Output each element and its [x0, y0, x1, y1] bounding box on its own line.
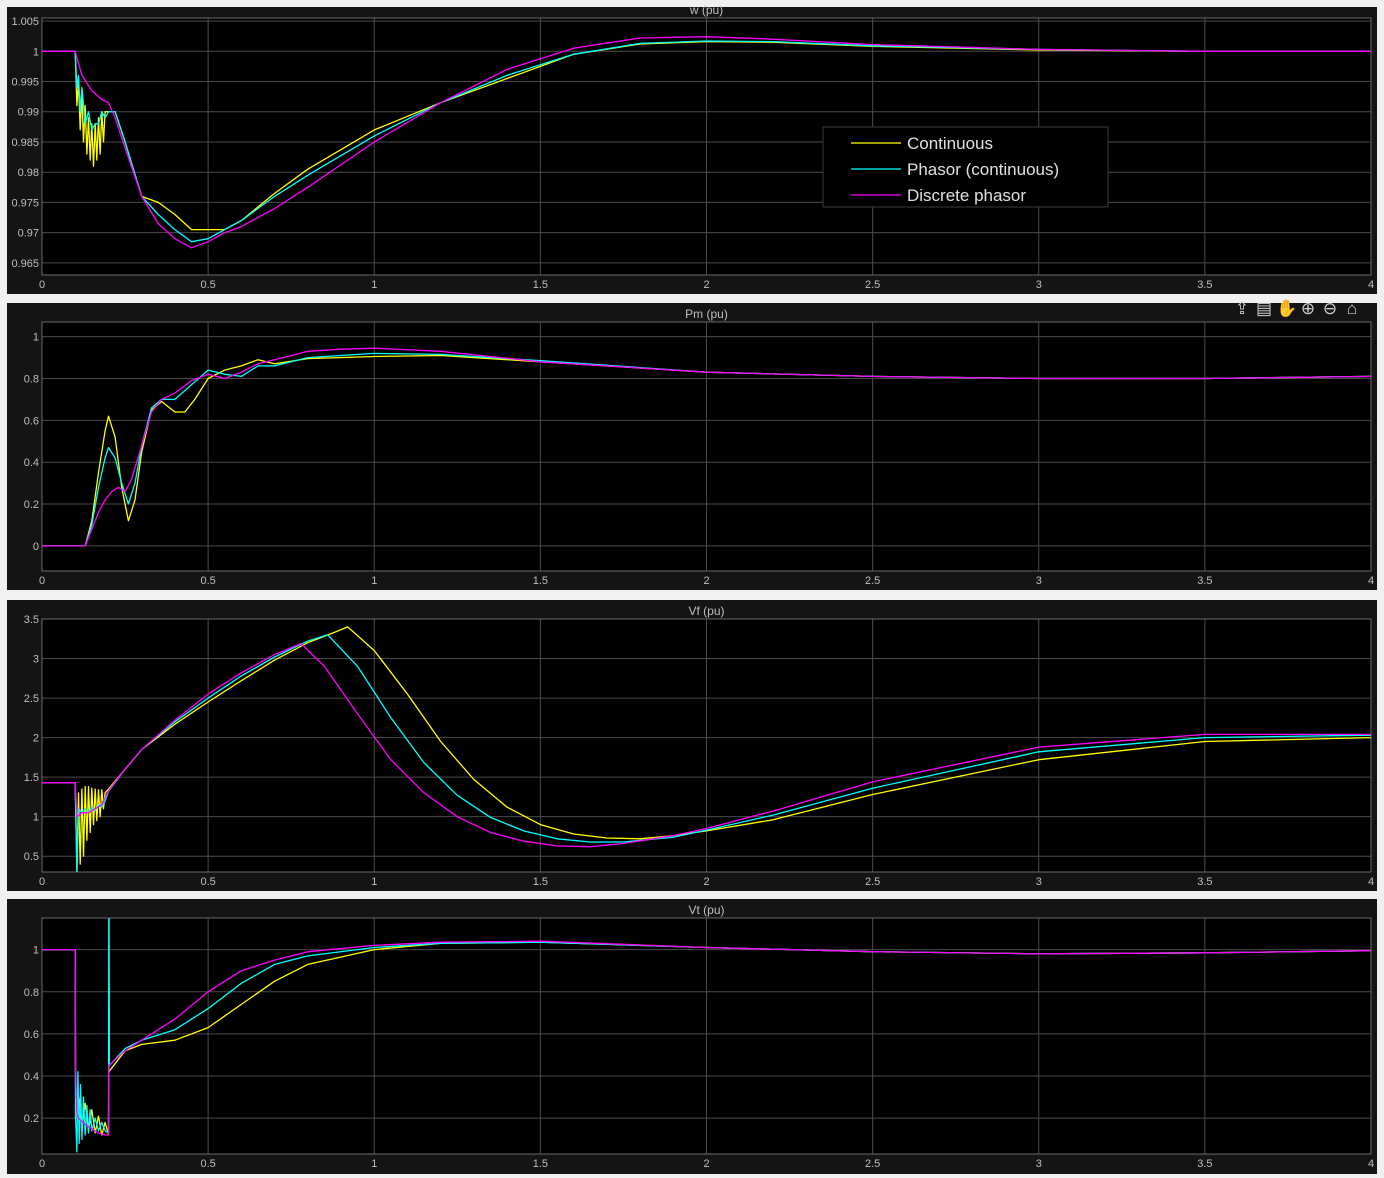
y-tick-label: 0.97 [18, 228, 39, 240]
export-icon[interactable]: ⇪ [1234, 299, 1250, 318]
y-tick-label: 1 [33, 812, 39, 824]
pan-hand-icon[interactable]: ✋ [1276, 299, 1298, 318]
y-tick-label: 0.6 [24, 1029, 39, 1041]
x-tick-label: 1.5 [533, 876, 548, 888]
x-tick-label: 2 [703, 1158, 709, 1170]
legend-box [822, 126, 1109, 208]
y-tick-label: 0.995 [11, 76, 39, 88]
x-tick-label: 1 [371, 876, 377, 888]
x-tick-label: 4 [1368, 575, 1374, 587]
series-line-discrete-phasor [42, 642, 1371, 848]
y-tick-label: 0.2 [24, 499, 39, 511]
y-tick-label: 3.5 [24, 614, 39, 626]
y-tick-label: 0.4 [24, 457, 39, 469]
chart-title: w (pu) [689, 3, 723, 17]
legend-entry: Discrete phasor [907, 186, 1026, 205]
x-tick-label: 1.5 [533, 575, 548, 587]
scope-panel-4: 0 0.5 1 1.5 2 2.5 3 3.5 4 0.2 0.4 0.6 0.8 1 Vt (pu) [7, 899, 1377, 1174]
datatip-icon[interactable]: ▤ [1255, 299, 1273, 318]
y-tick-label: 1.5 [24, 772, 39, 784]
y-tick-label: 0.985 [11, 137, 39, 149]
y-tick-label: 2.5 [24, 693, 39, 705]
x-tick-label: 3.5 [1197, 1158, 1212, 1170]
x-tick-label: 0.5 [200, 279, 215, 291]
y-tick-label: 1.005 [11, 16, 39, 28]
x-tick-label: 2.5 [865, 876, 880, 888]
y-tick-label: 3 [33, 654, 39, 666]
x-tick-label: 2.5 [865, 279, 880, 291]
x-tick-label: 0.5 [200, 876, 215, 888]
legend: Continuous Phasor (continuous) Discrete ph… [822, 126, 1109, 208]
home-icon[interactable]: ⌂ [1346, 299, 1358, 318]
x-tick-label: 3.5 [1197, 876, 1212, 888]
scope-panel-2: 0 0.5 1 1.5 2 2.5 3 3.5 4 0 0.2 0.4 0.6 0.8 1 Pm (pu) [7, 303, 1377, 590]
y-tick-label: 0.5 [24, 851, 39, 863]
zoom-in-icon[interactable]: ⊕ [1300, 299, 1316, 318]
y-tick-label: 0 [33, 541, 39, 553]
scope-panel-3: 0 0.5 1 1.5 2 2.5 3 3.5 4 0.5 1 1.5 2 2.5 3 3.5 Vf (pu) [7, 600, 1377, 891]
chart-title: Vt (pu) [688, 903, 724, 917]
series-line-continuous [42, 626, 1371, 872]
y-tick-label: 2 [33, 733, 39, 745]
x-tick-label: 3 [1036, 876, 1042, 888]
x-tick-label: 1.5 [533, 1158, 548, 1170]
x-tick-label: 1.5 [533, 279, 548, 291]
x-tick-label: 3 [1036, 279, 1042, 291]
y-tick-label: 0.4 [24, 1071, 39, 1083]
chart-title: Pm (pu) [685, 307, 728, 321]
x-tick-label: 4 [1368, 1158, 1374, 1170]
y-tick-label: 0.98 [18, 167, 39, 179]
series-line-discrete-phasor [42, 347, 1371, 547]
y-tick-label: 0.6 [24, 415, 39, 427]
x-tick-label: 4 [1368, 279, 1374, 291]
axes-frame [41, 618, 1372, 873]
series-line-phasor-continuous [42, 352, 1371, 547]
series-line-discrete-phasor [42, 940, 1371, 1136]
x-tick-label: 2.5 [865, 1158, 880, 1170]
y-tick-label: 1 [33, 332, 39, 344]
x-tick-label: 2.5 [865, 575, 880, 587]
x-tick-label: 0 [39, 279, 45, 291]
axes-toolbar: ⇪ ▤ ✋ ⊕ ⊖ ⌂ [1232, 298, 1374, 324]
y-tick-label: 0.965 [11, 258, 39, 270]
x-tick-label: 1 [371, 279, 377, 291]
x-tick-label: 3.5 [1197, 279, 1212, 291]
y-tick-label: 0.8 [24, 987, 39, 999]
x-tick-label: 0.5 [200, 1158, 215, 1170]
x-tick-label: 1 [371, 1158, 377, 1170]
x-tick-label: 3 [1036, 575, 1042, 587]
x-tick-label: 1 [371, 575, 377, 587]
legend-entry: Phasor (continuous) [907, 160, 1059, 179]
x-tick-label: 4 [1368, 876, 1374, 888]
x-tick-label: 0 [39, 575, 45, 587]
x-tick-label: 2 [703, 575, 709, 587]
scope-panel-1: 0 0.5 1 1.5 2 2.5 3 3.5 4 0.965 0.97 0.975 0.98 0.985… [7, 3, 1377, 294]
x-tick-label: 0 [39, 1158, 45, 1170]
chart-title: Vf (pu) [688, 604, 724, 618]
axes-frame [41, 321, 1372, 572]
axes-frame [41, 17, 1372, 276]
series-line-discrete-phasor [42, 36, 1371, 249]
x-tick-label: 3.5 [1197, 575, 1212, 587]
series-line-phasor-continuous [42, 40, 1371, 243]
x-tick-label: 0 [39, 876, 45, 888]
legend-entry: Continuous [907, 134, 993, 153]
y-tick-label: 1 [33, 945, 39, 957]
axes-frame [41, 917, 1372, 1155]
x-tick-label: 0.5 [200, 575, 215, 587]
x-tick-label: 2 [703, 279, 709, 291]
y-tick-label: 0.8 [24, 373, 39, 385]
y-tick-label: 0.2 [24, 1113, 39, 1125]
x-tick-label: 3 [1036, 1158, 1042, 1170]
x-tick-label: 2 [703, 876, 709, 888]
zoom-out-icon[interactable]: ⊖ [1322, 299, 1338, 318]
y-tick-label: 0.99 [18, 107, 39, 119]
y-tick-label: 1 [33, 46, 39, 58]
y-tick-label: 0.975 [11, 197, 39, 209]
